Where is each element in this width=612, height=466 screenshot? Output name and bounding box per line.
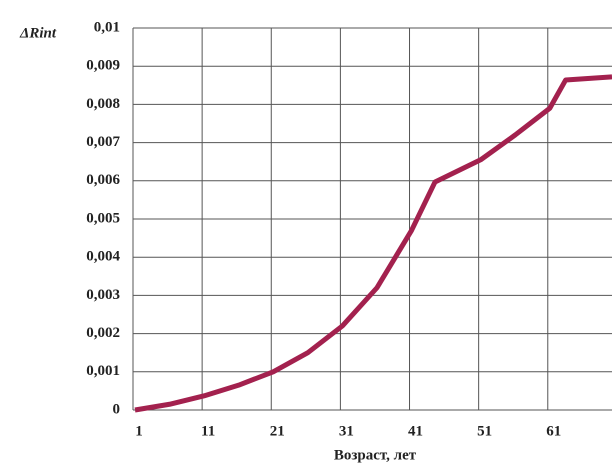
x-tick-label: 1 [135,423,143,439]
x-tick-label: 31 [339,423,354,439]
x-tick-label: 11 [201,423,215,439]
y-tick-label: 0,003 [86,287,120,303]
x-tick-label: 51 [477,423,492,439]
y-tick-label: 0,009 [86,58,120,74]
x-tick-label: 61 [546,423,561,439]
y-tick-label: 0,01 [94,19,120,35]
y-tick-label: 0 [113,401,121,417]
y-tick-label: 0,008 [86,96,120,112]
x-tick-label: 41 [408,423,423,439]
x-axis-label: Возраст, лет [334,447,417,463]
y-axis-label: ΔRint [19,25,57,41]
y-tick-label: 0,007 [86,134,120,150]
y-tick-label: 0,006 [86,172,120,188]
y-tick-label: 0,004 [86,249,120,265]
x-tick-label: 21 [270,423,285,439]
y-tick-label: 0,005 [86,210,120,226]
y-tick-label: 0,001 [86,363,120,379]
data-line [134,74,612,413]
y-tick-label: 0,002 [86,325,120,341]
